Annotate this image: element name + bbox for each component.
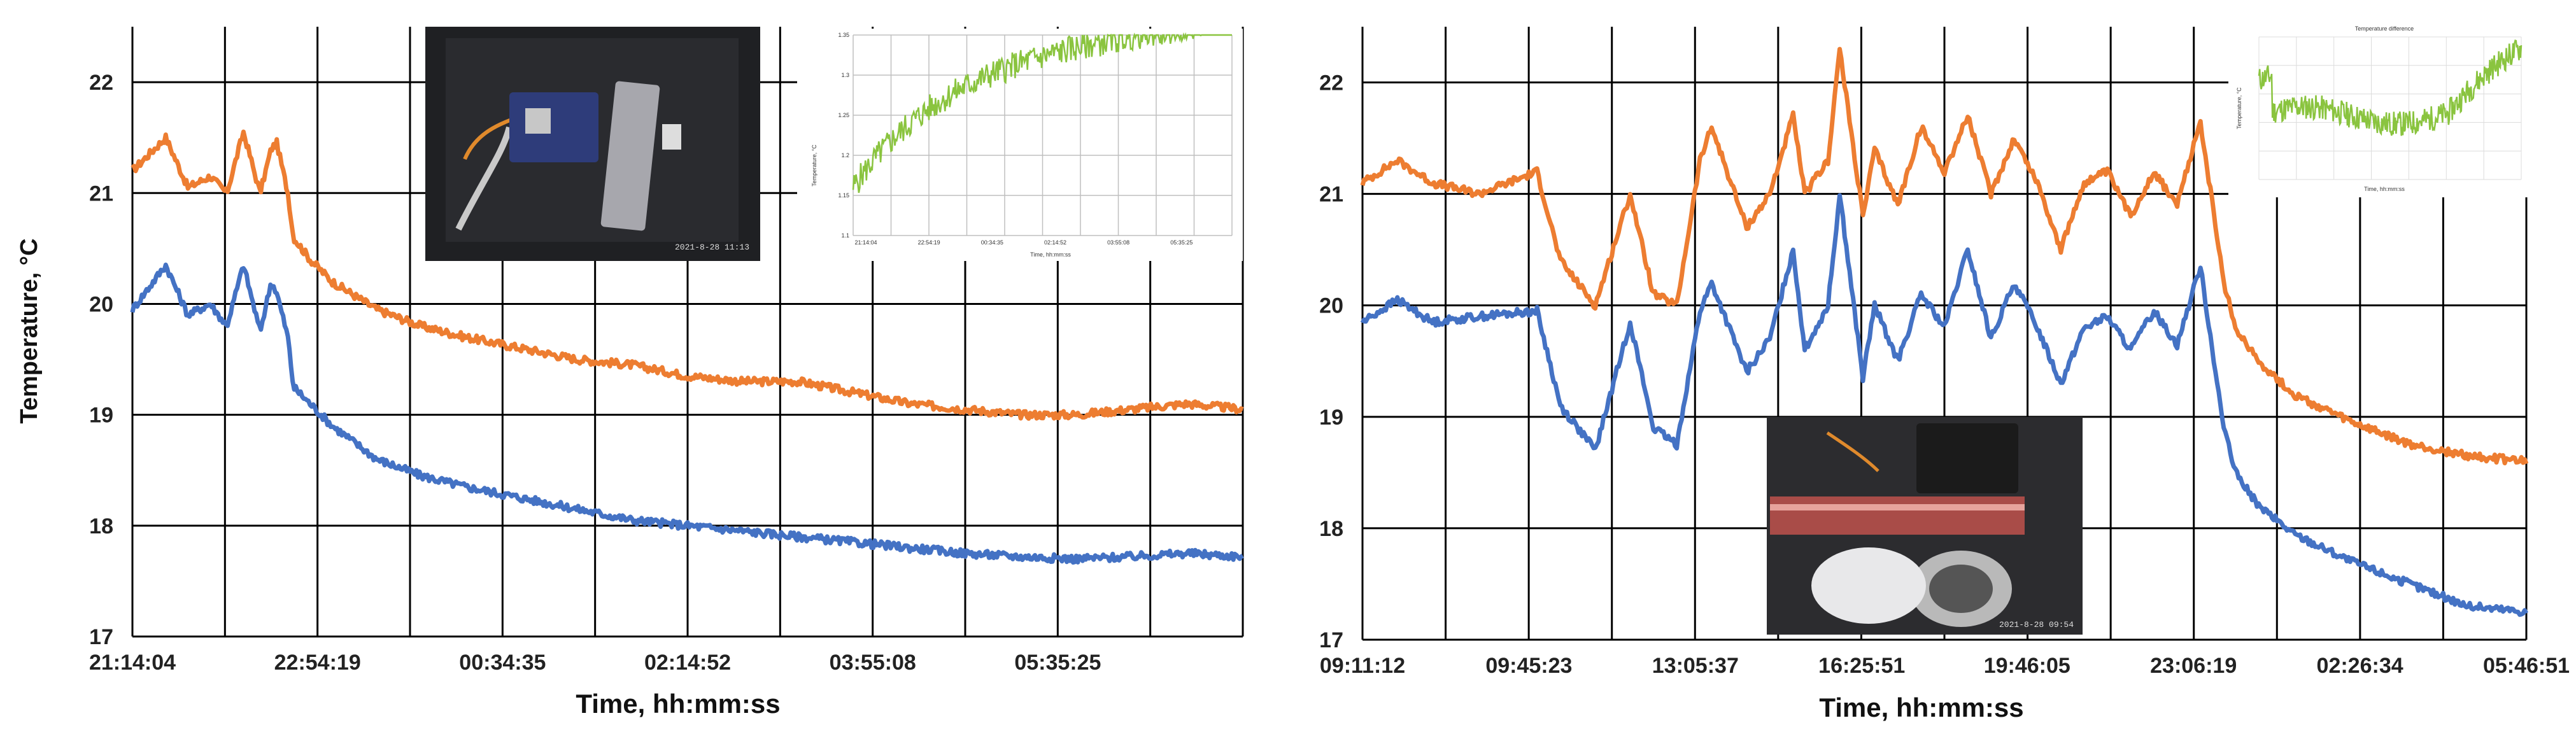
x-tick-label: 02:14:52 xyxy=(644,651,731,675)
y-tick-label: 19 xyxy=(89,404,113,428)
inset-left-y-label: Temperature, °C xyxy=(811,144,817,186)
y-tick-label: 17 xyxy=(89,625,113,649)
x-tick-label: 09:45:23 xyxy=(1485,654,1572,678)
inset-right-title: Temperature difference xyxy=(2355,25,2414,32)
inset-x-tick: 21:14:04 xyxy=(854,239,877,246)
x-ticks-right: 09:11:12 09:45:23 13:05:37 16:25:51 19:46:05… xyxy=(1320,654,2570,678)
inset-x-tick: 02:14:52 xyxy=(1044,239,1066,246)
y-ticks-left: 17 18 19 20 21 22 xyxy=(89,71,113,649)
series-right xyxy=(1360,46,2529,617)
inset-x-tick: 22:54:19 xyxy=(918,239,940,246)
photo-timestamp-left: 2021-8-28 11:13 xyxy=(675,243,749,252)
x-tick-label: 13:05:37 xyxy=(1652,654,1739,678)
inset-left-x-ticks: 21:14:04 22:54:19 00:34:35 02:14:52 03:55:08… xyxy=(854,239,1192,246)
inset-left-x-label: Time, hh:mm:ss xyxy=(1030,251,1071,258)
x-tick-label: 05:46:51 xyxy=(2483,654,2570,678)
photo-timestamp-right: 2021-8-28 09:54 xyxy=(1999,620,2074,630)
x-tick-label: 19:46:05 xyxy=(1984,654,2070,678)
inset-x-tick: 03:55:08 xyxy=(1107,239,1129,246)
series-line-blue xyxy=(130,262,1244,565)
y-tick-label: 20 xyxy=(1319,294,1343,318)
y-tick-label: 21 xyxy=(1319,183,1343,207)
inset-y-tick: 1.25 xyxy=(838,112,849,118)
y-tick-label: 17 xyxy=(1319,628,1343,652)
inset-right-grid xyxy=(2258,36,2522,180)
inset-y-tick: 1.1 xyxy=(841,232,849,239)
inset-y-tick: 1.3 xyxy=(841,72,849,78)
x-tick-label: 09:11:12 xyxy=(1320,654,1405,678)
photo-inset-right: 2021-8-28 09:54 xyxy=(1767,417,2083,635)
inset-y-tick: 1.15 xyxy=(838,192,849,199)
inset-x-tick: 05:35:25 xyxy=(1170,239,1192,246)
y-tick-label: 22 xyxy=(1319,71,1343,95)
y-tick-label: 18 xyxy=(1319,517,1343,541)
chart-inset-left: 1.1 1.15 1.2 1.25 1.3 1.35 21:14:04 22:54:19 00… xyxy=(797,29,1243,261)
x-ticks-left: 21:14:04 22:54:19 00:34:35 02:14:52 03:55:08… xyxy=(89,651,1101,675)
series-line-blue xyxy=(1360,193,2529,617)
y-tick-label: 22 xyxy=(89,71,113,95)
inset-y-tick: 1.2 xyxy=(841,152,849,158)
x-tick-label: 02:26:34 xyxy=(2317,654,2403,678)
x-tick-label: 16:25:51 xyxy=(1818,654,1905,678)
y-tick-label: 18 xyxy=(89,514,113,538)
x-tick-label: 23:06:19 xyxy=(2150,654,2237,678)
inset-left-y-ticks: 1.1 1.15 1.2 1.25 1.3 1.35 xyxy=(838,32,849,239)
chart-inset-right: Temperature difference Temperature, °C T… xyxy=(2228,19,2528,197)
series-line-orange xyxy=(131,129,1244,421)
y-tick-label: 21 xyxy=(89,181,113,206)
chart-right: 17 18 19 20 21 22 09:11:12 09:45:23 13:05:37 16:… xyxy=(1319,19,2570,722)
inset-x-tick: 00:34:35 xyxy=(981,239,1003,246)
series-line-orange xyxy=(1360,46,2529,466)
inset-right-x-label: Time, hh:mm:ss xyxy=(2364,186,2405,192)
inset-left-series xyxy=(852,32,1232,194)
inset-right-y-label: Temperature, °C xyxy=(2236,87,2242,129)
y-tick-label: 20 xyxy=(89,292,113,316)
x-tick-label: 05:35:25 xyxy=(1014,651,1101,675)
x-tick-label: 00:34:35 xyxy=(459,651,546,675)
y-ticks-right: 17 18 19 20 21 22 xyxy=(1319,71,1343,652)
inset-right-series xyxy=(2258,39,2523,136)
x-tick-label: 03:55:08 xyxy=(830,651,916,675)
inset-y-tick: 1.35 xyxy=(838,32,849,38)
x-axis-label-right: Time, hh:mm:ss xyxy=(1819,693,2023,722)
x-axis-label-left: Time, hh:mm:ss xyxy=(576,689,780,719)
x-tick-label: 21:14:04 xyxy=(89,651,176,675)
photo-inset-left: 2021-8-28 11:13 xyxy=(425,27,760,261)
y-tick-label: 19 xyxy=(1319,405,1343,430)
y-axis-label-left: Temperature, °C xyxy=(16,238,43,423)
series-left xyxy=(130,129,1244,565)
x-tick-label: 22:54:19 xyxy=(274,651,361,675)
chart-left: 17 18 19 20 21 22 21:14:04 22:54:19 00:34:35 02:… xyxy=(16,27,1244,719)
